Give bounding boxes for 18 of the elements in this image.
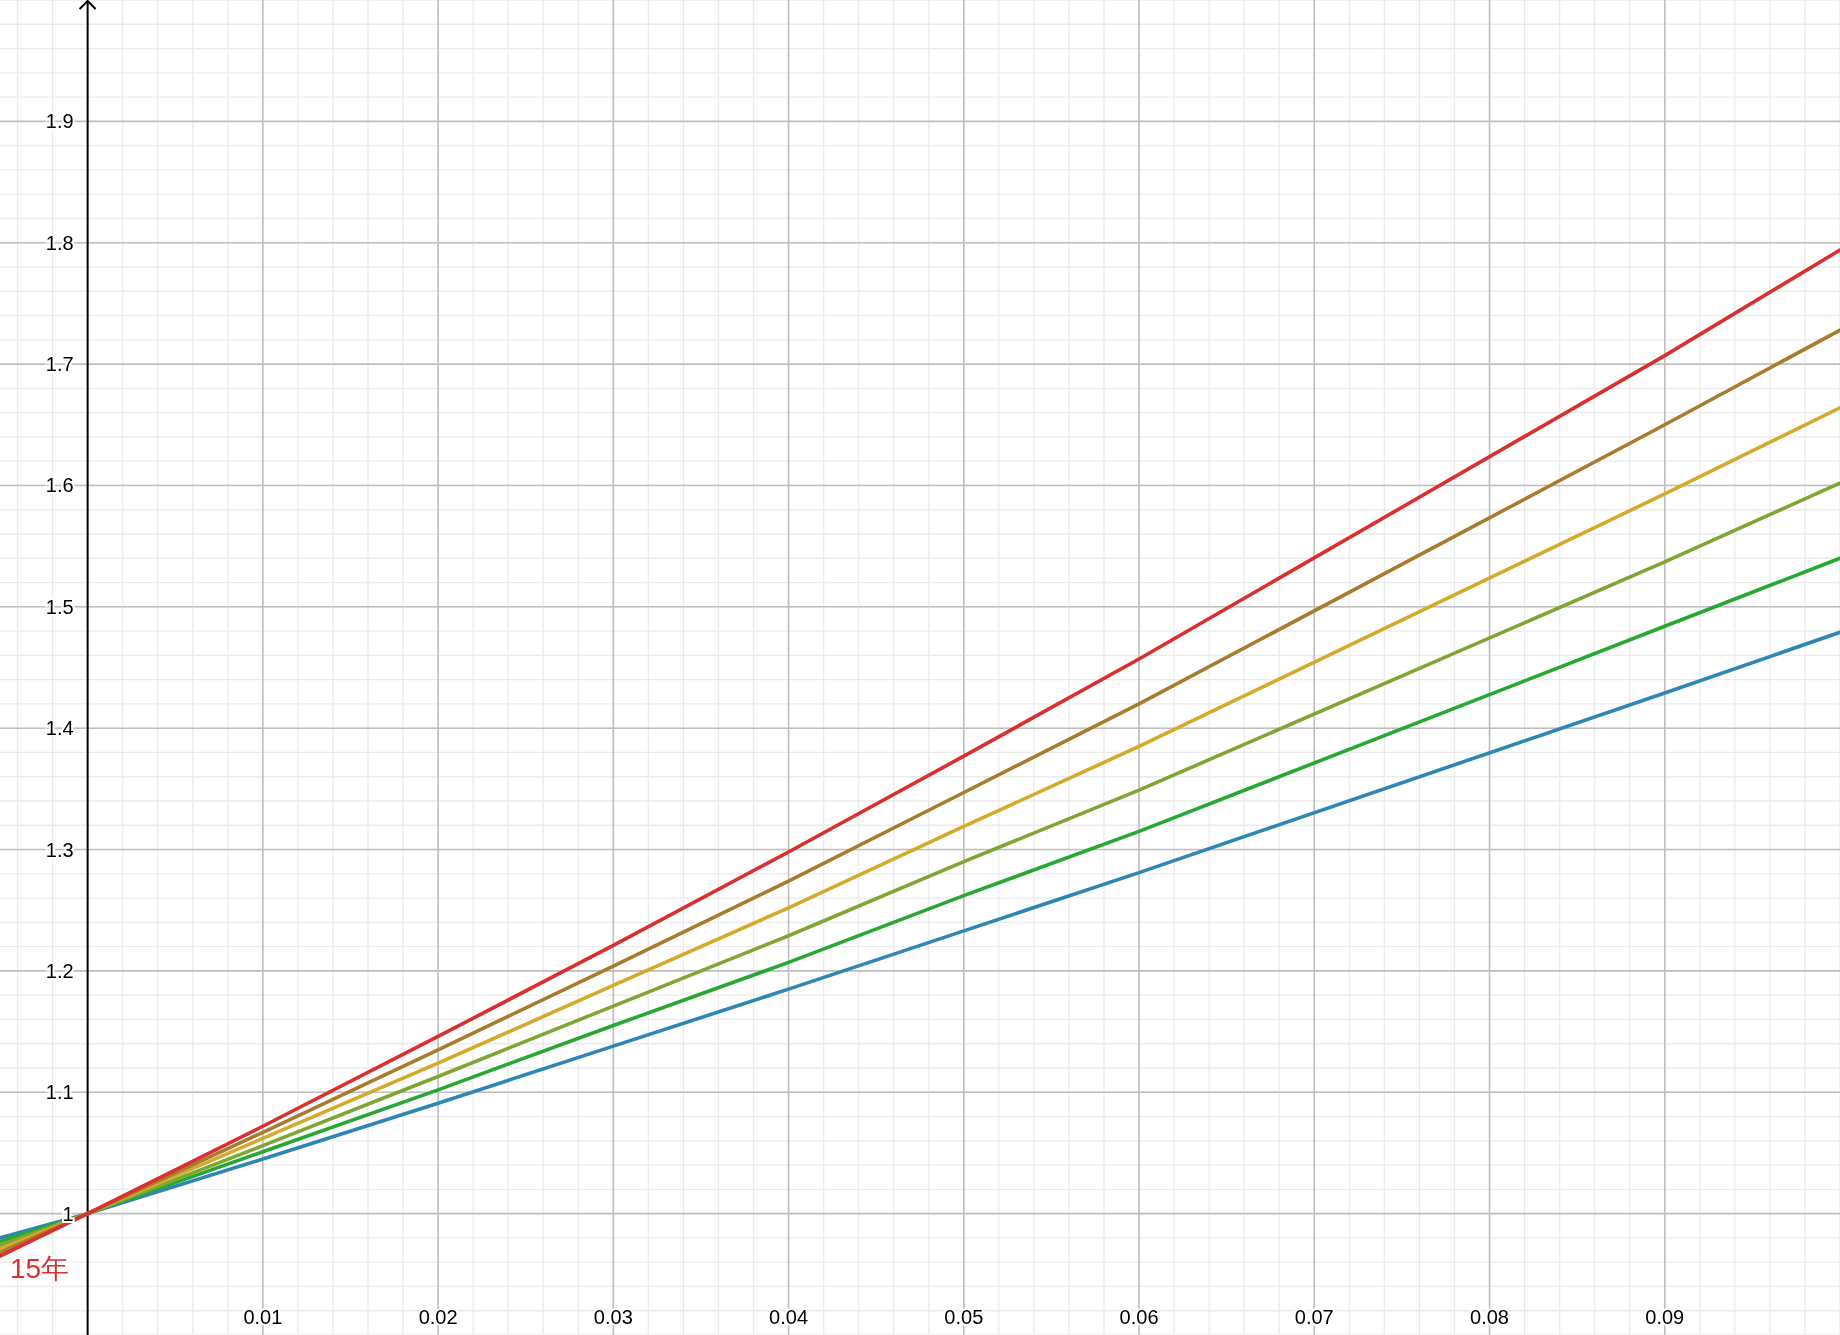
y-tick-label: 1.8	[45, 231, 74, 254]
x-tick-label: 0.04	[769, 1306, 809, 1328]
x-tick-label: 0.02	[418, 1306, 458, 1328]
y-tick-label: 1.5	[45, 595, 74, 618]
x-tick-label: 0.05	[944, 1306, 984, 1328]
y-tick-label: 1.1	[45, 1081, 74, 1104]
y-tick-label: 1.9	[45, 110, 74, 133]
y-tick-label: 1.6	[45, 474, 74, 497]
x-tick-label: 0.03	[593, 1306, 633, 1328]
y-tick-label: 1.2	[45, 959, 74, 982]
x-tick-label: 0.07	[1294, 1306, 1334, 1328]
x-tick-label: 0.08	[1470, 1306, 1509, 1328]
x-tick-label: 0.09	[1645, 1306, 1685, 1328]
y-tick-label: 1.3	[45, 838, 74, 861]
x-tick-label: 0.06	[1119, 1306, 1159, 1328]
x-tick-label: 0.01	[243, 1306, 283, 1328]
y-tick-label: 1.7	[45, 353, 74, 376]
y-tick-label: 1.4	[45, 717, 74, 740]
